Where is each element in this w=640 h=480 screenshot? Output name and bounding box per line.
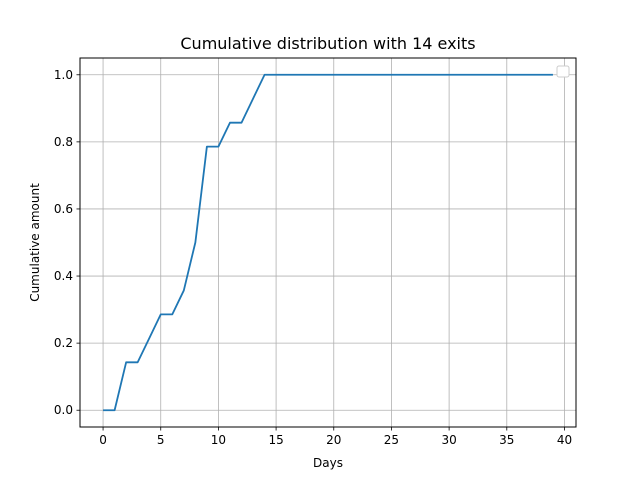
y-tick-label: 0.4 xyxy=(54,269,73,283)
x-tick-label: 20 xyxy=(326,433,341,447)
y-axis-label: Cumulative amount xyxy=(28,183,42,302)
x-tick-label: 30 xyxy=(441,433,456,447)
series-line xyxy=(103,73,553,412)
x-tick-label: 10 xyxy=(211,433,226,447)
chart-title: Cumulative distribution with 14 exits xyxy=(180,34,475,53)
y-tick-label: 0.2 xyxy=(54,336,73,350)
y-tick-label: 1.0 xyxy=(54,68,73,82)
ticks: 0 5 10 15 20 25 30 35 40 0.0 0.2 0.4 0.6 0.8 1.0 xyxy=(54,68,572,447)
y-tick-label: 0.6 xyxy=(54,202,73,216)
x-tick-label: 15 xyxy=(268,433,283,447)
x-axis-label: Days xyxy=(313,456,343,470)
x-tick-label: 40 xyxy=(557,433,572,447)
plot-frame xyxy=(79,57,577,428)
legend-box xyxy=(556,65,570,78)
x-tick-label: 0 xyxy=(99,433,107,447)
y-tick-label: 0.8 xyxy=(54,135,73,149)
y-tick-label: 0.0 xyxy=(54,403,73,417)
x-tick-label: 35 xyxy=(499,433,514,447)
series-layer xyxy=(103,73,553,412)
x-tick-label: 5 xyxy=(157,433,165,447)
grid xyxy=(80,58,576,427)
x-tick-label: 25 xyxy=(384,433,399,447)
